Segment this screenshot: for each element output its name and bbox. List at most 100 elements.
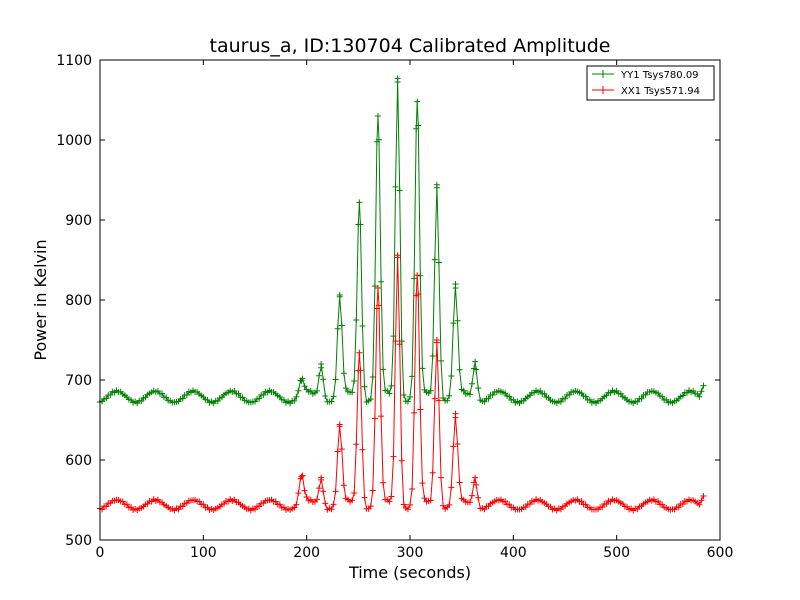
- data-point-yy1: [469, 380, 475, 387]
- data-point-yy1: [433, 181, 440, 188]
- data-point-yy1: [541, 390, 548, 397]
- data-point-yy1: [336, 293, 343, 300]
- data-point-xx1: [388, 493, 395, 500]
- data-point-yy1: [510, 396, 517, 403]
- data-point-xx1: [252, 506, 258, 513]
- chart-title: taurus_a, ID:130704 Calibrated Amplitude: [210, 35, 611, 57]
- data-point-yy1: [411, 275, 418, 282]
- data-point-yy1: [356, 199, 363, 206]
- data-point-xx1: [314, 496, 320, 503]
- data-point-xx1: [603, 501, 610, 508]
- data-point-xx1: [299, 472, 306, 479]
- data-point-xx1: [400, 501, 407, 508]
- data-point-yy1: [260, 392, 267, 399]
- data-point-yy1: [450, 320, 457, 327]
- data-point-xx1: [440, 502, 447, 509]
- data-point-yy1: [485, 395, 492, 402]
- data-point-yy1: [103, 395, 110, 402]
- data-point-yy1: [417, 272, 424, 279]
- data-point-yy1: [314, 387, 320, 394]
- data-point-yy1: [316, 372, 323, 379]
- data-point-xx1: [582, 501, 589, 508]
- data-point-yy1: [429, 353, 436, 360]
- data-point-xx1: [123, 501, 130, 508]
- y-axis-ticks: 500 600 700 800 900 1000 1100: [56, 53, 720, 549]
- data-point-yy1: [617, 390, 624, 397]
- data-point-xx1: [369, 487, 376, 494]
- x-axis-ticks: 0 100 200 300 400 500 600: [96, 60, 733, 561]
- data-point-xx1: [276, 501, 283, 508]
- data-point-xx1: [475, 494, 482, 501]
- data-point-yy1: [357, 221, 364, 228]
- data-point-yy1: [299, 375, 306, 382]
- legend-marker-xx1: [599, 86, 607, 94]
- data-point-xx1: [353, 441, 360, 448]
- data-point-yy1: [235, 390, 242, 397]
- data-point-yy1: [472, 358, 479, 365]
- y-tick-label: 600: [65, 453, 92, 469]
- data-point-yy1: [320, 376, 327, 383]
- data-point-yy1: [475, 385, 482, 392]
- data-point-yy1: [456, 366, 463, 373]
- data-point-yy1: [582, 393, 589, 400]
- data-point-xx1: [398, 457, 405, 464]
- data-point-yy1: [400, 391, 407, 398]
- data-point-xx1: [179, 503, 186, 510]
- data-point-yy1: [392, 183, 399, 190]
- legend-box: [586, 65, 715, 101]
- data-point-xx1: [351, 490, 358, 497]
- data-point-xx1: [361, 494, 368, 501]
- plot-series: [97, 75, 707, 514]
- data-point-xx1: [371, 415, 378, 422]
- data-point-yy1: [419, 365, 426, 372]
- data-point-xx1: [407, 501, 413, 508]
- data-point-xx1: [301, 487, 308, 494]
- data-point-xx1: [256, 503, 263, 510]
- data-point-xx1: [469, 492, 475, 499]
- data-point-xx1: [374, 285, 381, 291]
- data-point-yy1: [318, 361, 325, 367]
- data-point-xx1: [338, 446, 345, 453]
- y-tick-label: 800: [65, 293, 92, 309]
- data-point-yy1: [239, 394, 246, 401]
- data-point-yy1: [183, 392, 190, 399]
- data-point-xx1: [334, 448, 341, 455]
- data-point-yy1: [435, 259, 442, 266]
- data-point-yy1: [322, 392, 329, 399]
- data-point-xx1: [472, 474, 479, 481]
- y-tick-label: 500: [65, 533, 92, 549]
- data-point-xx1: [414, 272, 421, 279]
- data-point-xx1: [415, 291, 422, 298]
- data-point-yy1: [586, 396, 593, 403]
- data-point-xx1: [679, 501, 686, 508]
- data-point-yy1: [138, 398, 145, 405]
- data-point-yy1: [698, 388, 705, 395]
- data-point-yy1: [506, 393, 513, 400]
- data-point-yy1: [349, 389, 356, 396]
- data-point-xx1: [450, 443, 457, 450]
- data-point-xx1: [506, 501, 513, 508]
- data-point-xx1: [328, 506, 335, 513]
- data-point-yy1: [295, 387, 302, 394]
- data-point-xx1: [378, 413, 385, 420]
- data-point-yy1: [378, 278, 385, 285]
- data-point-yy1: [293, 393, 300, 400]
- data-point-yy1: [427, 387, 434, 394]
- y-tick-label: 1100: [56, 53, 92, 69]
- data-point-xx1: [404, 506, 411, 513]
- data-point-xx1: [175, 506, 182, 513]
- data-point-yy1: [413, 125, 420, 132]
- data-point-xx1: [380, 479, 387, 486]
- data-point-yy1: [342, 385, 349, 392]
- data-point-yy1: [454, 317, 461, 324]
- data-point-xx1: [376, 302, 382, 309]
- data-point-xx1: [421, 495, 428, 502]
- data-point-xx1: [696, 501, 703, 508]
- x-tick-label: 500: [603, 545, 630, 561]
- data-point-xx1: [409, 485, 416, 492]
- data-point-xx1: [196, 498, 203, 505]
- data-point-yy1: [404, 398, 411, 405]
- data-point-yy1: [407, 393, 413, 400]
- data-point-yy1: [351, 378, 358, 385]
- data-point-xx1: [522, 504, 529, 511]
